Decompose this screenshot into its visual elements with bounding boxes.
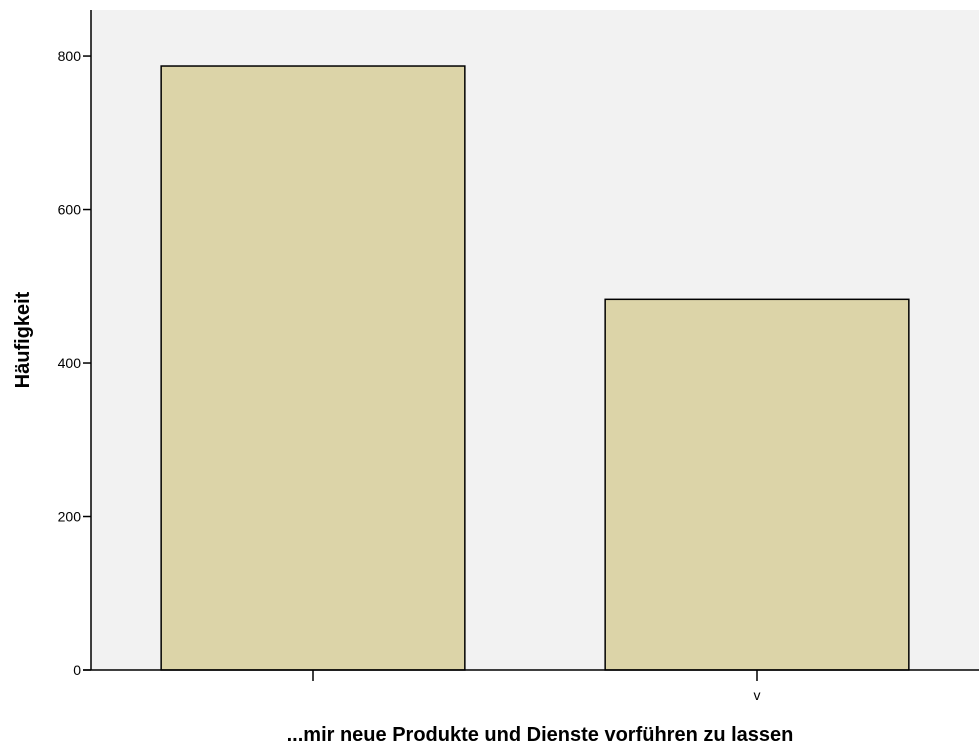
y-tick-label: 600 — [58, 202, 82, 218]
y-tick-label: 200 — [58, 509, 82, 525]
bar — [160, 65, 466, 671]
y-axis-title: Häufigkeit — [12, 291, 34, 388]
y-tick-label: 800 — [58, 48, 82, 64]
x-tick-label: v — [754, 687, 761, 703]
y-tick-label: 0 — [73, 662, 81, 678]
bar — [604, 298, 910, 671]
x-axis-title: ...mir neue Produkte und Dienste vorführ… — [287, 724, 794, 746]
y-tick-label: 400 — [58, 355, 82, 371]
